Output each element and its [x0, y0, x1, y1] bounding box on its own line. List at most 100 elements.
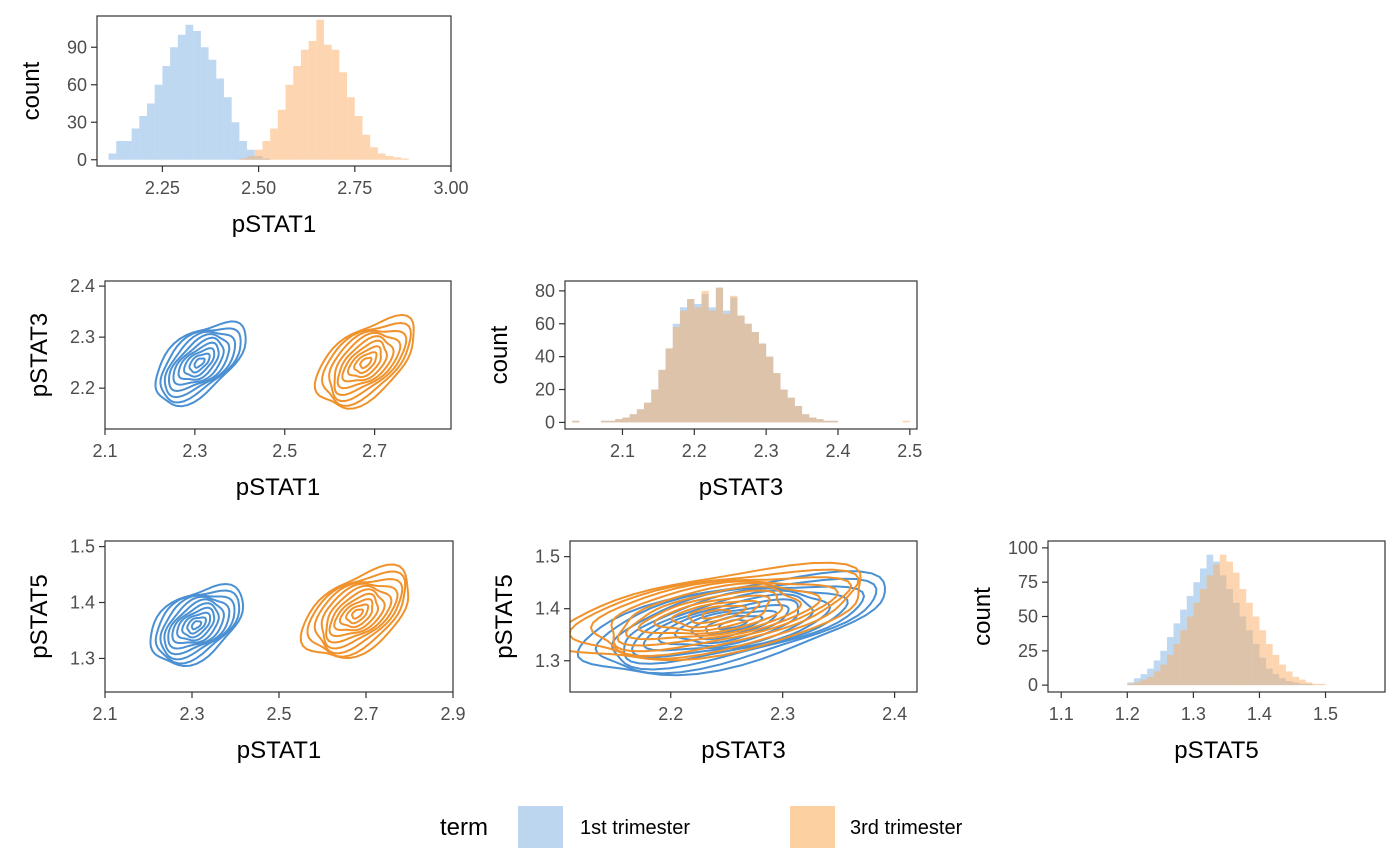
hist-bar	[154, 84, 163, 160]
hist-bar	[744, 323, 752, 423]
hist-bar	[1279, 664, 1286, 686]
hist-bar	[1186, 616, 1194, 686]
y-tick-label: 75	[1018, 572, 1038, 592]
x-tick-label: 2.3	[770, 704, 795, 724]
x-tick-label: 1.2	[1115, 704, 1140, 724]
hist-bar	[185, 24, 194, 160]
hist-bar	[370, 147, 378, 160]
hist-bar	[177, 34, 186, 160]
legend-label-first: 1st trimester	[580, 817, 690, 839]
contour-line	[154, 589, 241, 665]
y-tick-label: 40	[535, 347, 555, 367]
hist-bar	[730, 295, 738, 423]
x-tick-label: 2.3	[754, 441, 779, 461]
hist-bar	[1252, 616, 1260, 686]
x-tick-label: 2.5	[266, 704, 291, 724]
hist-bar	[1193, 602, 1200, 686]
hist-bar	[331, 49, 340, 160]
contour-line	[576, 570, 886, 677]
hist-bar	[147, 103, 155, 160]
hist-bar	[1160, 664, 1167, 686]
contour-line	[149, 582, 245, 668]
hist-bar	[615, 419, 623, 423]
y-axis-title: count	[18, 61, 45, 120]
contour-line	[193, 357, 206, 369]
hist-bar	[773, 373, 781, 423]
hist-bar	[802, 414, 810, 423]
contour-line	[351, 608, 365, 620]
hist-bar	[1272, 654, 1280, 686]
y-tick-label: 0	[1028, 675, 1038, 695]
hist-bar	[223, 97, 232, 160]
contour-line	[320, 582, 399, 650]
contour-line	[328, 588, 386, 638]
x-axis-title: pSTAT1	[236, 474, 320, 501]
contour-line	[570, 568, 860, 661]
hist-bar	[672, 327, 680, 423]
hist-bar	[393, 157, 401, 160]
hist-bar	[170, 47, 178, 160]
hist-bar	[1226, 561, 1234, 686]
hist-bar	[300, 49, 309, 160]
contour-line	[299, 563, 410, 660]
x-tick-label: 2.75	[337, 178, 372, 198]
contour-line	[616, 582, 822, 647]
x-tick-label: 2.9	[440, 704, 465, 724]
x-tick-label: 1.4	[1247, 704, 1272, 724]
contour-line	[346, 345, 382, 379]
contour-line	[313, 313, 415, 410]
hist-bar	[277, 109, 286, 160]
hist-pstat3: 2.1 2.2 2.3 2.4 2.5 0 20 40 60 80 pSTAT3 count	[486, 280, 922, 501]
y-tick-label: 90	[67, 37, 87, 57]
contour-line	[701, 608, 732, 620]
hist-bar	[262, 141, 271, 160]
hist-bar	[787, 397, 795, 423]
hist-bar	[608, 420, 616, 423]
hist-bar	[131, 128, 140, 160]
hist-bar	[1285, 671, 1293, 686]
hist-bar	[1305, 682, 1313, 686]
y-axis-title: count	[969, 587, 996, 646]
contour-line	[188, 352, 211, 374]
hist-bar	[285, 84, 294, 160]
hist-bar	[658, 369, 666, 423]
hist-bar	[687, 299, 695, 423]
contour-line	[336, 335, 395, 390]
x-tick-label: 2.1	[92, 704, 117, 724]
panel-border	[96, 15, 452, 167]
y-tick-label: 25	[1018, 641, 1038, 661]
hist-bar	[216, 78, 224, 160]
contour-group	[149, 563, 410, 668]
hist-bar	[1206, 575, 1214, 686]
hist-bar	[1153, 671, 1161, 686]
contour-line	[183, 347, 216, 378]
hist-bar	[1213, 564, 1220, 686]
hist-bar	[1199, 589, 1207, 686]
x-tick-label: 2.5	[897, 441, 922, 461]
contour-group	[154, 313, 415, 410]
y-axis-title: pSTAT3	[26, 313, 53, 397]
hist-bar	[316, 19, 325, 160]
hist-bar	[1133, 682, 1141, 686]
hist-bar	[600, 420, 609, 423]
legend: term 1st trimester 3rd trimester	[440, 806, 963, 848]
x-axis-title: pSTAT3	[701, 737, 785, 764]
contour-line	[345, 603, 370, 625]
hist-bar	[385, 156, 394, 160]
hist-bar	[1133, 678, 1141, 686]
hist-bar	[629, 414, 637, 423]
hist-bar	[758, 343, 767, 423]
hist-bar	[1259, 630, 1267, 686]
hist-bar	[636, 409, 645, 423]
y-tick-label: 2.4	[70, 276, 95, 296]
y-tick-label: 80	[535, 281, 555, 301]
contour-line	[687, 605, 748, 625]
hist-bar	[902, 420, 910, 423]
hist-bar	[622, 417, 630, 423]
hist-bar	[354, 116, 363, 160]
hist-bar	[324, 44, 332, 160]
contour-group	[570, 561, 886, 677]
x-tick-label: 2.2	[682, 441, 707, 461]
